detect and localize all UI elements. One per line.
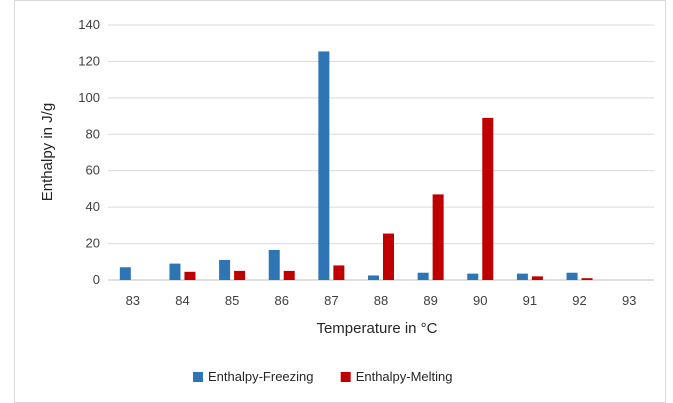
legend: Enthalpy-Freezing Enthalpy-Melting [193,369,453,384]
y-tick-label: 140 [78,17,100,32]
bar-enthalpy-freezing-90 [467,273,479,280]
y-tick-label: 40 [86,199,100,214]
bar-enthalpy-freezing-84 [169,263,181,280]
legend-swatch [193,372,203,382]
y-tick-label: 20 [86,236,100,251]
x-tick-label: 86 [274,293,288,308]
chart-frame [14,0,666,403]
legend-swatch [340,372,351,382]
bar-enthalpy-freezing-86 [268,249,280,280]
legend-label: Enthalpy-Melting [356,369,453,384]
y-tick-label: 120 [78,53,100,68]
bar-enthalpy-melting-84 [184,271,196,280]
x-tick-label: 84 [175,293,189,308]
y-axis-title: Enthalpy in J/g [39,103,56,201]
bar-enthalpy-freezing-87 [318,51,330,281]
bars [119,51,593,281]
bar-enthalpy-freezing-91 [516,273,528,280]
bar-enthalpy-melting-86 [283,270,295,280]
bar-enthalpy-melting-89 [432,194,444,280]
x-tick-label: 89 [423,293,437,308]
x-tick-label: 83 [126,293,140,308]
bar-enthalpy-freezing-88 [368,275,379,280]
y-tick-label: 0 [93,272,100,287]
y-tick-label: 100 [78,90,100,105]
bar-enthalpy-freezing-89 [417,272,429,280]
x-tick-label: 88 [374,293,388,308]
y-tick-label: 80 [86,126,100,141]
y-tick-labels: 0 20 40 60 80 100 120 140 [78,17,100,287]
bar-enthalpy-melting-90 [482,117,494,281]
bar-enthalpy-melting-92 [581,278,593,280]
bar-enthalpy-melting-87 [333,265,345,280]
x-tick-label: 92 [572,293,586,308]
bar-enthalpy-freezing-92 [566,272,578,280]
bar-enthalpy-freezing-85 [219,259,231,280]
x-tick-labels: 83 84 85 86 87 88 89 90 91 92 93 [126,293,637,308]
bar-enthalpy-melting-88 [383,233,394,280]
gridlines [108,24,654,281]
x-tick-label: 91 [523,293,537,308]
x-tick-label: 93 [622,293,636,308]
bar-enthalpy-freezing-83 [119,267,131,280]
legend-label: Enthalpy-Freezing [208,369,314,384]
x-axis-title: Temperature in °C [316,320,437,337]
bar-enthalpy-melting-91 [531,276,543,280]
y-tick-label: 60 [86,163,100,178]
x-tick-label: 90 [473,293,487,308]
x-tick-label: 87 [324,293,338,308]
bar-enthalpy-melting-85 [234,270,246,280]
x-tick-label: 85 [225,293,239,308]
